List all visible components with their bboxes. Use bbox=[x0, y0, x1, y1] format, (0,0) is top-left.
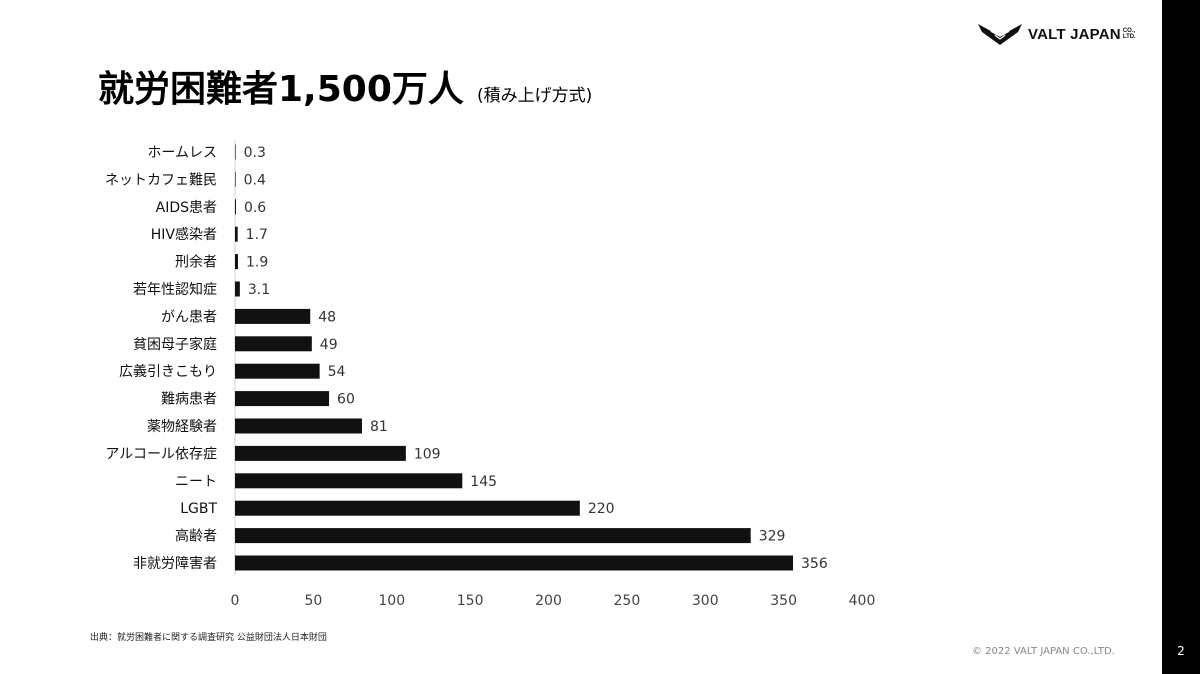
category-label: アルコール依存症 bbox=[105, 446, 217, 462]
bar bbox=[235, 308, 311, 324]
category-label: ニート bbox=[175, 474, 217, 490]
category-label: 貧困母子家庭 bbox=[133, 336, 217, 353]
category-label: 非就労障害者 bbox=[133, 556, 217, 572]
bar bbox=[235, 171, 236, 187]
logo-co: CO., bbox=[1122, 28, 1136, 34]
title-main: 就労困難者1,500万人 bbox=[98, 69, 464, 110]
category-label: 難病患者 bbox=[161, 392, 217, 408]
bar bbox=[235, 445, 406, 461]
page-title: 就労困難者1,500万人 (積み上げ方式) bbox=[98, 60, 592, 112]
data-label: 109 bbox=[414, 446, 441, 462]
page-number: 2 bbox=[1177, 644, 1185, 658]
x-tick-label: 400 bbox=[849, 593, 876, 609]
bar-chart: ホームレス 0.3 ネットカフェ難民 0.4 AIDS患者 0.6 HIV感染者 1.7 刑余者… bbox=[105, 140, 876, 609]
x-tick-label: 150 bbox=[457, 593, 484, 609]
source-note: 出典：就労困難者に関する調査研究 公益財団法人日本財団 bbox=[90, 633, 327, 643]
bar bbox=[235, 418, 362, 434]
bar bbox=[235, 473, 463, 489]
x-tick-label: 100 bbox=[378, 593, 405, 609]
data-label: 1.7 bbox=[246, 227, 268, 243]
bar bbox=[235, 336, 312, 352]
data-label: 81 bbox=[370, 419, 388, 435]
data-label: 0.4 bbox=[244, 172, 266, 188]
data-label: 329 bbox=[759, 529, 786, 545]
right-sidebar bbox=[1162, 0, 1200, 674]
bar bbox=[235, 500, 580, 516]
bar bbox=[235, 281, 240, 297]
x-tick-label: 0 bbox=[231, 593, 240, 609]
x-tick-label: 350 bbox=[770, 593, 797, 609]
title-subtitle: (積み上げ方式) bbox=[476, 86, 593, 106]
x-tick-label: 200 bbox=[535, 593, 562, 609]
bar bbox=[235, 391, 330, 407]
category-label: 若年性認知症 bbox=[133, 281, 217, 298]
bar bbox=[235, 528, 751, 544]
data-label: 0.3 bbox=[244, 145, 266, 161]
x-tick-label: 300 bbox=[692, 593, 719, 609]
category-label: ネットカフェ難民 bbox=[105, 172, 217, 188]
category-label: 刑余者 bbox=[175, 254, 217, 271]
category-label: LGBT bbox=[180, 501, 217, 517]
category-label: がん患者 bbox=[161, 309, 217, 325]
logo-text: VALT JAPAN bbox=[1028, 25, 1121, 43]
category-label: 高齢者 bbox=[175, 528, 217, 545]
category-label: ホームレス bbox=[147, 145, 217, 161]
category-label: 薬物経験者 bbox=[147, 419, 217, 435]
x-tick-label: 50 bbox=[304, 593, 322, 609]
data-label: 49 bbox=[320, 337, 338, 353]
bar bbox=[235, 144, 236, 160]
data-label: 145 bbox=[470, 474, 497, 490]
company-logo: VALT JAPAN CO., LTD. bbox=[978, 22, 1136, 46]
bar bbox=[235, 226, 238, 242]
data-label: 1.9 bbox=[246, 255, 268, 271]
bar bbox=[235, 555, 794, 571]
bar bbox=[235, 199, 236, 215]
bar bbox=[235, 363, 320, 379]
data-label: 220 bbox=[588, 501, 615, 517]
category-label: AIDS患者 bbox=[156, 200, 217, 216]
logo-co-ltd: CO., LTD. bbox=[1123, 28, 1136, 40]
data-label: 356 bbox=[801, 556, 828, 572]
data-label: 54 bbox=[328, 364, 346, 380]
data-label: 3.1 bbox=[248, 282, 270, 298]
data-label: 60 bbox=[337, 392, 355, 408]
data-label: 0.6 bbox=[244, 200, 266, 216]
logo-ltd: LTD. bbox=[1122, 34, 1136, 40]
copyright: © 2022 VALT JAPAN CO.,LTD. bbox=[972, 646, 1115, 657]
data-label: 48 bbox=[318, 309, 336, 325]
category-label: HIV感染者 bbox=[151, 226, 217, 243]
handshake-icon bbox=[978, 24, 1022, 45]
category-label: 広義引きこもり bbox=[119, 363, 217, 380]
x-tick-label: 250 bbox=[614, 593, 641, 609]
bar bbox=[235, 254, 238, 270]
